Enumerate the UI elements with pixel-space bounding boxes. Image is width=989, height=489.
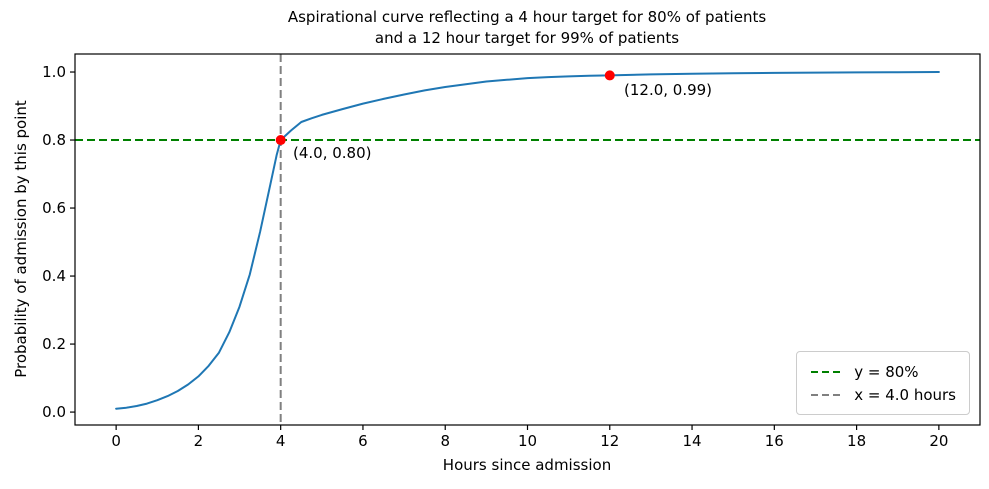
y-tick-label: 0.4 — [42, 267, 66, 285]
annotation-12hr-point: (12.0, 0.99) — [624, 81, 713, 99]
legend-label-x4: x = 4.0 hours — [854, 385, 956, 404]
x-tick-label: 0 — [111, 432, 121, 450]
y-tick-label: 0.8 — [42, 131, 66, 149]
gray-dashed-line-icon — [811, 393, 844, 396]
x-tick-label: 18 — [847, 432, 866, 450]
chart-title-line1: Aspirational curve reflecting a 4 hour t… — [287, 8, 767, 26]
y-axis-label: Probability of admission by this point — [12, 100, 30, 378]
x-tick-label: 12 — [600, 432, 619, 450]
x-tick-label: 4 — [276, 432, 286, 450]
x-tick-label: 6 — [358, 432, 368, 450]
legend: y = 80% x = 4.0 hours — [796, 351, 970, 415]
x-tick-label: 2 — [194, 432, 204, 450]
legend-entry-y80: y = 80% — [810, 360, 956, 383]
x-tick-label: 10 — [518, 432, 537, 450]
y-tick-label: 1.0 — [42, 63, 66, 81]
aspirational-curve — [115, 71, 940, 410]
x-tick-label: 8 — [440, 432, 450, 450]
chart-title: Aspirational curve reflecting a 4 hour t… — [288, 7, 766, 49]
legend-entry-x4: x = 4.0 hours — [810, 383, 956, 406]
annotation-4hr-point: (4.0, 0.80) — [293, 144, 372, 162]
x-tick-label: 14 — [682, 432, 701, 450]
y-tick-label: 0.2 — [42, 335, 66, 353]
x-tick-label: 20 — [929, 432, 948, 450]
chart-title-line2: and a 12 hour target for 99% of patients — [374, 29, 680, 47]
target-marker-1 — [604, 70, 615, 81]
green-dashed-line-icon — [811, 370, 844, 373]
y-tick-label: 0.0 — [42, 403, 66, 421]
x-axis-label: Hours since admission — [442, 456, 612, 474]
x-tick-label: 16 — [765, 432, 784, 450]
y-tick-label: 0.6 — [42, 199, 66, 217]
target-marker-0 — [275, 135, 286, 146]
legend-label-y80: y = 80% — [854, 362, 919, 381]
